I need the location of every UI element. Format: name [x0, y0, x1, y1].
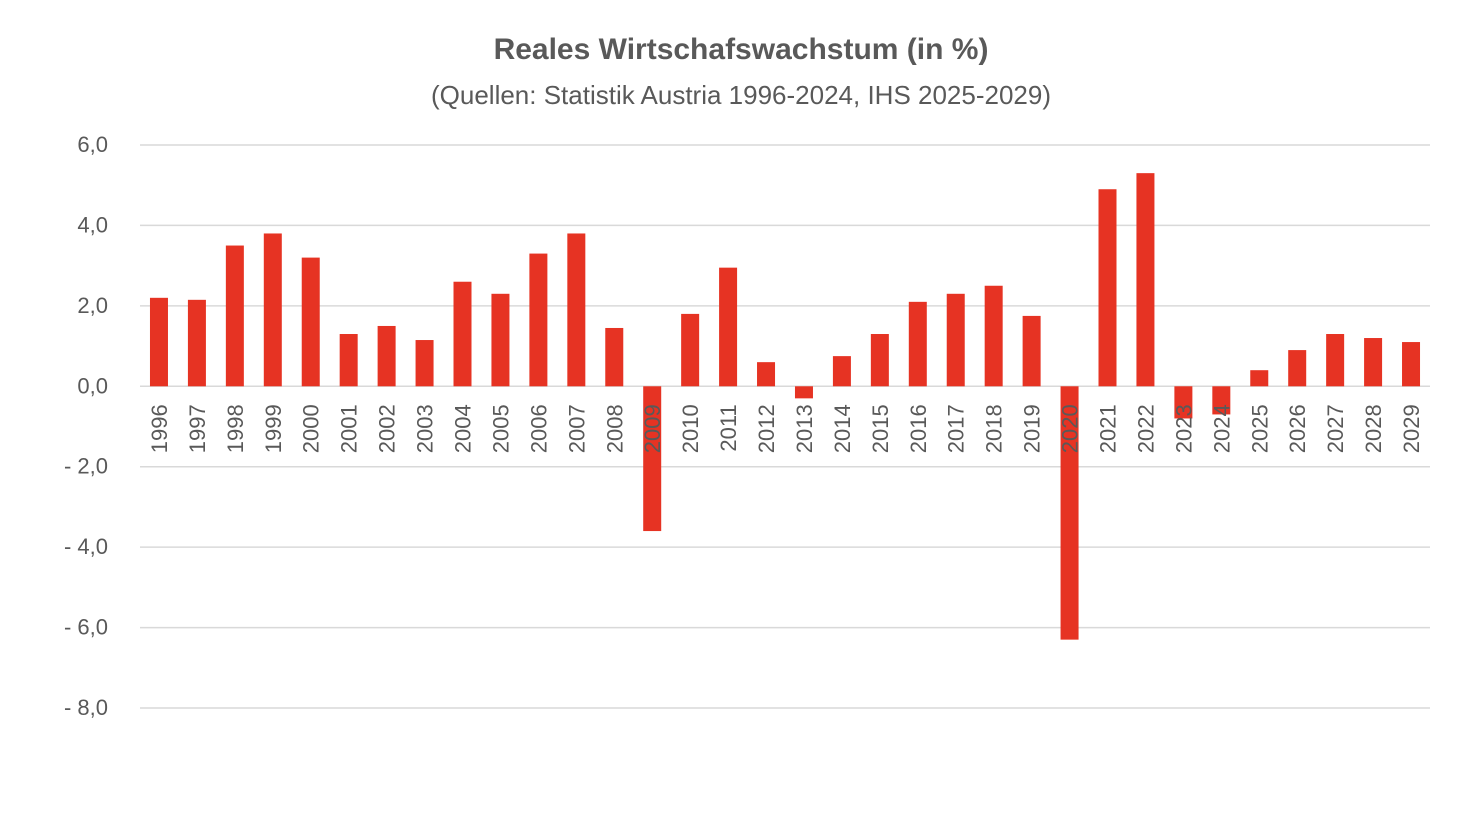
- y-tick-label: - 4,0: [64, 534, 108, 559]
- x-tick-label-2007: 2007: [564, 404, 589, 453]
- x-tick-label-2004: 2004: [451, 404, 476, 453]
- bar-2028: [1364, 338, 1383, 387]
- x-tick-label-2014: 2014: [830, 404, 855, 453]
- x-tick-label-2026: 2026: [1285, 404, 1310, 453]
- bar-2001: [339, 334, 358, 387]
- x-tick-label-2006: 2006: [526, 404, 551, 453]
- x-tick-label-2009: 2009: [640, 404, 665, 453]
- x-axis-tick-labels: 1996 1997 1998 1999 2000 2001 2002 2003 2004 2005…: [147, 404, 1424, 453]
- y-tick-label: 4,0: [77, 212, 108, 237]
- bar-2008: [605, 327, 624, 387]
- bar-2011: [719, 267, 738, 387]
- y-axis-tick-labels: 6,0 4,0 2,0 0,0 - 2,0 - 4,0 - 6,0 - 8,0: [64, 132, 108, 720]
- x-tick-label-2029: 2029: [1399, 404, 1424, 453]
- chart-subtitle: (Quellen: Statistik Austria 1996-2024, I…: [430, 80, 1052, 110]
- x-tick-label-2027: 2027: [1323, 404, 1348, 453]
- bar-2013: [794, 386, 813, 399]
- bar-2005: [491, 293, 510, 387]
- bar-2015: [870, 334, 889, 387]
- x-tick-label-2017: 2017: [944, 404, 969, 453]
- y-tick-label: 2,0: [77, 293, 108, 318]
- bar-2018: [984, 285, 1003, 387]
- x-tick-label-1998: 1998: [223, 404, 248, 453]
- y-tick-label: 0,0: [77, 373, 108, 398]
- x-tick-label-2012: 2012: [754, 404, 779, 453]
- bar-2024: [1212, 386, 1231, 415]
- bar-2007: [567, 233, 586, 387]
- bar-2009: [643, 386, 662, 532]
- x-tick-label-2016: 2016: [906, 404, 931, 453]
- x-tick-label-2005: 2005: [488, 404, 513, 453]
- x-tick-label-1999: 1999: [261, 404, 286, 453]
- bar-2000: [301, 257, 320, 387]
- bar-2003: [415, 340, 434, 387]
- x-tick-label-2013: 2013: [792, 404, 817, 453]
- bar-2017: [946, 293, 965, 387]
- bar-2010: [681, 313, 700, 387]
- y-tick-label: 6,0: [77, 132, 108, 157]
- x-tick-label-2025: 2025: [1247, 404, 1272, 453]
- bar-2027: [1326, 334, 1345, 387]
- bar-2021: [1098, 189, 1117, 387]
- x-tick-label-2008: 2008: [602, 404, 627, 453]
- x-tick-label-2003: 2003: [413, 404, 438, 453]
- bar-1996: [149, 297, 168, 387]
- bar-1998: [225, 245, 244, 387]
- x-tick-label-2002: 2002: [375, 404, 400, 453]
- bar-2029: [1402, 342, 1421, 387]
- x-tick-label-2022: 2022: [1133, 404, 1158, 453]
- bar-2019: [1022, 315, 1041, 387]
- x-tick-label-2010: 2010: [678, 404, 703, 453]
- x-tick-label-2015: 2015: [868, 404, 893, 453]
- x-tick-label-2018: 2018: [982, 404, 1007, 453]
- x-tick-label-2019: 2019: [1020, 404, 1045, 453]
- y-tick-label: - 2,0: [64, 454, 108, 479]
- x-tick-label-2023: 2023: [1171, 404, 1196, 453]
- bar-2004: [453, 281, 472, 387]
- bar-2023: [1174, 386, 1193, 419]
- x-tick-label-2021: 2021: [1096, 404, 1121, 453]
- y-tick-label: - 8,0: [64, 695, 108, 720]
- bar-2022: [1136, 173, 1155, 387]
- gridlines: [140, 144, 1430, 709]
- bar-2020: [1060, 386, 1079, 640]
- x-tick-label-2000: 2000: [299, 404, 324, 453]
- bar-2025: [1250, 370, 1269, 387]
- bar-2014: [832, 356, 851, 387]
- x-tick-label-2020: 2020: [1058, 404, 1083, 453]
- bars: [149, 173, 1421, 640]
- x-tick-label-2024: 2024: [1209, 404, 1234, 453]
- bar-2016: [908, 301, 927, 387]
- x-tick-label-2001: 2001: [337, 404, 362, 453]
- bar-1997: [187, 299, 206, 387]
- x-tick-label-1997: 1997: [185, 404, 210, 453]
- x-tick-label-1996: 1996: [147, 404, 172, 453]
- bar-2002: [377, 325, 396, 387]
- bar-2012: [757, 362, 776, 387]
- bar-1999: [263, 233, 282, 387]
- bar-2006: [529, 253, 548, 387]
- y-tick-label: - 6,0: [64, 615, 108, 640]
- bar-2026: [1288, 350, 1307, 387]
- x-tick-label-2011: 2011: [716, 404, 741, 451]
- x-tick-label-2028: 2028: [1361, 404, 1386, 453]
- chart-title: Reales Wirtschafswachstum (in %): [493, 33, 989, 66]
